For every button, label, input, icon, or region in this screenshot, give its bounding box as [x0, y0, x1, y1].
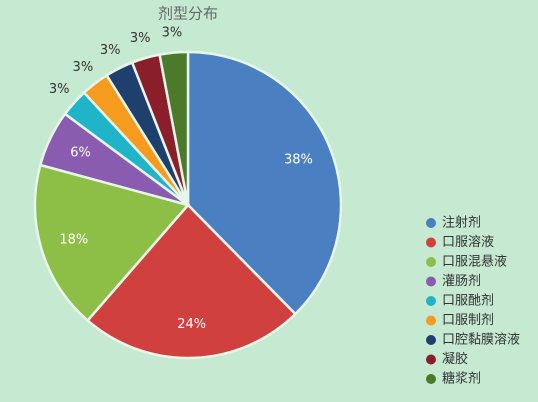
legend-label: 口服溶液 — [442, 235, 494, 250]
legend-marker — [426, 237, 436, 248]
data-label: 3% — [73, 60, 94, 75]
data-label: 3% — [162, 25, 183, 40]
legend-marker — [426, 218, 436, 228]
data-label: 3% — [100, 43, 121, 58]
legend-label: 口腔黏膜溶液 — [442, 332, 520, 348]
legend-label: 灌肠剂 — [442, 274, 481, 289]
legend-marker — [426, 335, 436, 345]
legend-label: 凝胶 — [442, 351, 468, 367]
legend-label: 糖浆剂 — [442, 371, 481, 387]
pie-slice — [33, 163, 191, 323]
data-label: 38% — [284, 152, 313, 167]
chart-title: 剂型分布 — [158, 5, 218, 23]
data-label: 3% — [49, 82, 70, 97]
data-label: 18% — [59, 232, 88, 247]
legend-marker — [426, 354, 436, 365]
legend-marker — [426, 315, 436, 326]
legend-marker — [426, 296, 436, 306]
legend-marker — [426, 276, 436, 287]
legend-marker — [426, 257, 436, 267]
legend-label: 口服混悬液 — [442, 255, 507, 270]
pie-slice — [186, 50, 343, 316]
data-label: 6% — [70, 145, 91, 160]
legend-marker — [426, 374, 436, 384]
legend-label: 注射剂 — [442, 215, 481, 231]
pie-slice — [158, 50, 190, 206]
data-label: 3% — [130, 31, 151, 46]
legend-label: 口服制剂 — [442, 313, 494, 328]
data-label: 24% — [177, 317, 206, 332]
legend-label: 口服酏剂 — [442, 294, 494, 309]
pie-slice — [85, 203, 298, 360]
